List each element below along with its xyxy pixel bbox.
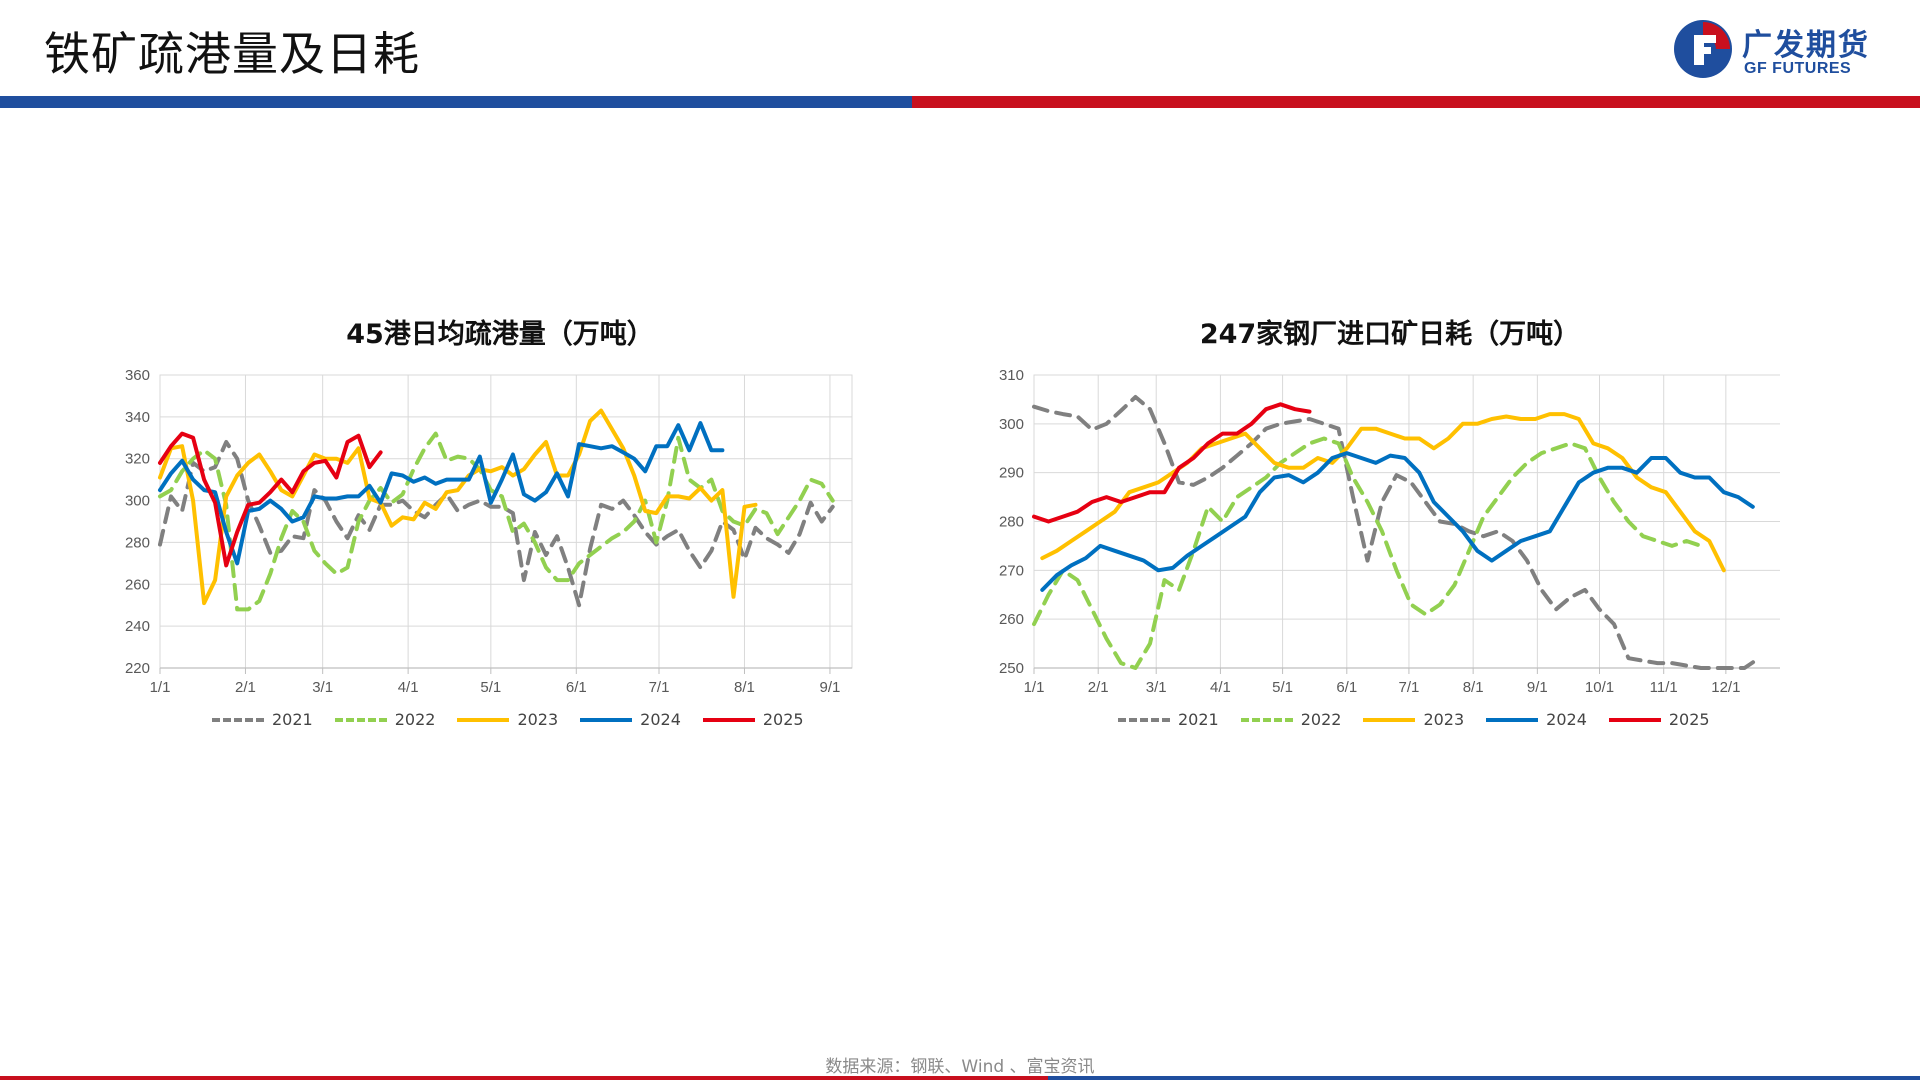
y-tick-label: 280 bbox=[125, 534, 150, 551]
x-tick-label: 6/1 bbox=[1336, 679, 1357, 696]
y-tick-label: 300 bbox=[999, 416, 1024, 433]
y-tick-label: 240 bbox=[125, 618, 150, 635]
legend-item-2024: 2024 bbox=[1486, 710, 1587, 729]
chart-title-mill-consumption: 247家钢厂进口矿日耗（万吨） bbox=[1199, 319, 1581, 350]
footer-band bbox=[0, 1076, 1920, 1080]
legend-item-2025: 2025 bbox=[702, 710, 804, 729]
x-tick-label: 5/1 bbox=[480, 679, 501, 696]
legend-item-2024: 2024 bbox=[580, 710, 681, 729]
legend-label: 2021 bbox=[1178, 710, 1219, 729]
footer-band-blue bbox=[1048, 1076, 1920, 1080]
x-tick-label: 1/1 bbox=[150, 679, 171, 696]
x-tick-label: 7/1 bbox=[1398, 679, 1419, 696]
x-tick-label: 3/1 bbox=[1146, 679, 1167, 696]
legend-swatch bbox=[1240, 717, 1293, 722]
gf-logo-icon bbox=[1674, 20, 1732, 78]
legend-swatch bbox=[212, 717, 264, 722]
legend-label: 2025 bbox=[762, 710, 804, 729]
legend-port-clearance: 2021 2022 2023 2024 2025 bbox=[212, 710, 804, 729]
header-band bbox=[0, 96, 1920, 108]
x-tick-label: 8/1 bbox=[1463, 679, 1484, 696]
y-tick-label: 290 bbox=[999, 465, 1024, 482]
legend-swatch bbox=[1486, 717, 1539, 722]
x-tick-label: 5/1 bbox=[1272, 679, 1293, 696]
y-tick-label: 280 bbox=[999, 514, 1024, 531]
legend-mill-consumption: 2021 2022 2023 2024 2025 bbox=[1118, 710, 1710, 729]
chart-title-port-clearance: 45港日均疏港量（万吨） bbox=[346, 319, 654, 350]
series-line-2025 bbox=[158, 431, 383, 568]
legend-swatch bbox=[1363, 717, 1416, 722]
chart-port-clearance: 220 240 260 280 300 320 340 360 1/1 2/1 3/1 4/1 5/1 6… bbox=[125, 367, 853, 696]
y-tick-label: 310 bbox=[999, 367, 1024, 384]
x-tick-label: 11/1 bbox=[1650, 679, 1678, 696]
legend-swatch bbox=[334, 717, 387, 722]
legend-label: 2025 bbox=[1668, 710, 1710, 729]
legend-swatch bbox=[580, 717, 633, 722]
series-line-2021 bbox=[158, 440, 835, 608]
x-tick-label: 12/1 bbox=[1711, 679, 1740, 696]
y-tick-label: 340 bbox=[125, 409, 150, 426]
legend-swatch bbox=[1118, 717, 1170, 722]
series-line-2021 bbox=[1032, 395, 1761, 670]
legend-label: 2021 bbox=[272, 710, 313, 729]
legend-swatch bbox=[1608, 717, 1661, 722]
legend-label: 2022 bbox=[394, 710, 436, 729]
y-tick-label: 260 bbox=[125, 576, 150, 593]
header-band-blue bbox=[0, 96, 912, 108]
series-line-2023 bbox=[158, 408, 758, 606]
legend-item-2022: 2022 bbox=[1240, 710, 1342, 729]
legend-swatch bbox=[702, 717, 755, 722]
x-tick-label: 2/1 bbox=[1088, 679, 1109, 696]
x-tick-label: 4/1 bbox=[1210, 679, 1231, 696]
header-band-red bbox=[912, 96, 1920, 108]
legend-item-2023: 2023 bbox=[457, 710, 558, 729]
x-tick-label: 9/1 bbox=[820, 679, 841, 696]
series-line-2024 bbox=[1040, 451, 1755, 592]
y-tick-label: 360 bbox=[125, 367, 150, 384]
x-tick-label: 7/1 bbox=[649, 679, 670, 696]
legend-label: 2023 bbox=[517, 710, 559, 729]
legend-label: 2024 bbox=[640, 710, 681, 729]
series-line-2024 bbox=[158, 421, 725, 566]
y-tick-label: 250 bbox=[999, 660, 1024, 677]
y-tick-label: 300 bbox=[125, 493, 150, 510]
x-tick-label: 4/1 bbox=[398, 679, 419, 696]
legend-item-2021: 2021 bbox=[212, 710, 313, 729]
series-line-2023 bbox=[1040, 412, 1726, 573]
x-tick-label: 1/1 bbox=[1024, 679, 1045, 696]
y-tick-label: 270 bbox=[999, 562, 1024, 579]
logo-name-en: GF FUTURES bbox=[1744, 60, 1852, 77]
data-source-note: 数据来源：钢联、Wind 、富宝资讯 bbox=[825, 1057, 1095, 1077]
page-title: 铁矿疏港量及日耗 bbox=[44, 27, 420, 81]
legend-label: 2024 bbox=[1546, 710, 1587, 729]
series-line-2025 bbox=[1032, 402, 1312, 524]
legend-item-2023: 2023 bbox=[1363, 710, 1464, 729]
x-tick-label: 6/1 bbox=[566, 679, 587, 696]
legend-item-2021: 2021 bbox=[1118, 710, 1219, 729]
chart-mill-consumption: 250 260 270 280 290 300 310 1/1 2/1 3/1 4/1 5/1 6/1 7… bbox=[999, 367, 1780, 696]
legend-item-2022: 2022 bbox=[334, 710, 436, 729]
legend-label: 2022 bbox=[1300, 710, 1342, 729]
x-tick-label: 8/1 bbox=[734, 679, 755, 696]
footer-band-red bbox=[0, 1076, 1048, 1080]
legend-item-2025: 2025 bbox=[1608, 710, 1710, 729]
x-tick-label: 10/1 bbox=[1585, 679, 1614, 696]
company-logo: 广发期货 GF FUTURES bbox=[1672, 18, 1882, 84]
legend-label: 2023 bbox=[1423, 710, 1465, 729]
series-line-2022 bbox=[158, 431, 835, 612]
logo-name-cn: 广发期货 bbox=[1742, 28, 1870, 63]
x-tick-label: 3/1 bbox=[312, 679, 333, 696]
series-line-2022 bbox=[1032, 436, 1703, 670]
x-tick-label: 9/1 bbox=[1527, 679, 1548, 696]
legend-swatch bbox=[457, 717, 510, 722]
y-tick-label: 260 bbox=[999, 611, 1024, 628]
y-tick-label: 220 bbox=[125, 660, 150, 677]
y-tick-label: 320 bbox=[125, 451, 150, 468]
x-tick-label: 2/1 bbox=[235, 679, 256, 696]
